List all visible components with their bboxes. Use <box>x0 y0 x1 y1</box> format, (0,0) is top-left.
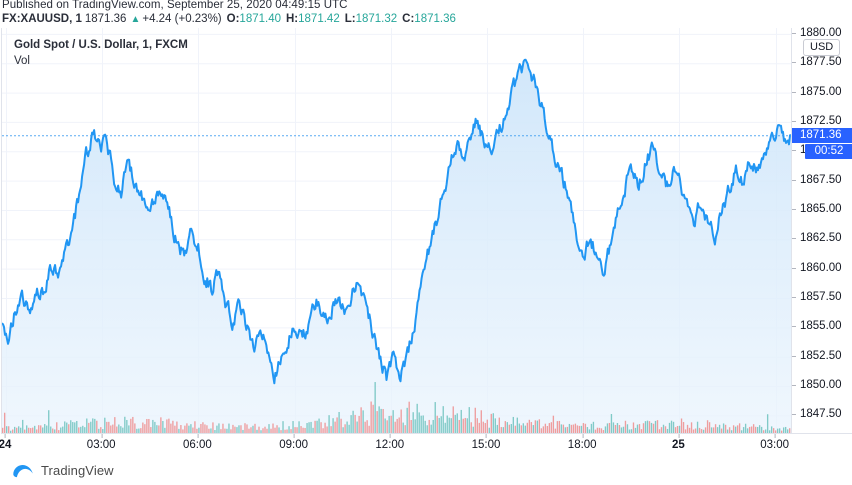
high-value: 1871.42 <box>298 13 340 25</box>
time-axis-tick: 03:00 <box>760 434 789 451</box>
price-axis-tick: 1880.00 <box>792 27 852 40</box>
bar-countdown-badge: 00:52 <box>805 144 852 160</box>
chart-plot-area[interactable] <box>2 28 792 433</box>
time-axis-tick: 09:00 <box>279 434 308 451</box>
close-key: C: <box>402 13 415 25</box>
time-axis-tick: 18:00 <box>567 434 597 451</box>
published-caption: Published on TradingView.com, September … <box>2 0 348 11</box>
triangle-up-icon: ▲ <box>130 14 141 25</box>
price-axis-tick: 1857.50 <box>792 291 852 304</box>
price-axis[interactable]: 1880.001877.501875.001872.501870.001867.… <box>791 27 852 433</box>
tradingview-wordmark: TradingView <box>41 463 114 478</box>
tradingview-branding[interactable]: TradingView <box>12 462 114 479</box>
symbol-label[interactable]: FX:XAUUSD, 1 <box>2 13 82 25</box>
current-price-badge: 1871.36 <box>792 127 852 143</box>
chart-legend-title: Gold Spot / U.S. Dollar, 1, FXCM <box>14 39 188 51</box>
time-axis-tick: 25 <box>671 434 685 451</box>
open-value: 1871.40 <box>239 13 281 25</box>
price-axis-tick: 1862.50 <box>792 232 852 245</box>
price-axis-tick: 1877.50 <box>792 56 852 69</box>
low-value: 1871.32 <box>355 13 398 25</box>
price-axis-tick: 1852.50 <box>792 350 852 363</box>
time-axis-tick: 06:00 <box>183 434 212 451</box>
currency-button[interactable]: USD <box>803 39 841 56</box>
price-axis-tick: 1872.50 <box>792 115 852 128</box>
time-axis-tick: 15:00 <box>471 434 501 451</box>
price-axis-tick: 1855.00 <box>792 320 852 333</box>
price-area-chart <box>2 28 792 433</box>
chart-pane[interactable]: Gold Spot / U.S. Dollar, 1, FXCM Vol <box>1 28 792 433</box>
close-value: 1871.36 <box>414 13 456 25</box>
open-key: O: <box>226 13 240 25</box>
time-axis[interactable]: 24 03:00 06:00 09:00 12:00 15:00 18:00 25 03:00 <box>0 433 852 456</box>
chart-footer: TradingView <box>0 456 852 485</box>
low-key: L: <box>344 13 356 25</box>
price-axis-tick: 1850.00 <box>792 379 852 392</box>
time-axis-tick: 03:00 <box>86 434 116 451</box>
time-axis-tick: 12:00 <box>375 434 405 451</box>
time-axis-tick: 24 <box>0 434 12 451</box>
price-axis-tick: 1860.00 <box>792 262 852 275</box>
volume-legend-label: Vol <box>14 55 30 67</box>
tradingview-logo-icon <box>13 465 33 478</box>
price-axis-tick: 1865.00 <box>792 203 852 216</box>
high-key: H: <box>286 13 299 25</box>
price-axis-tick: 1847.50 <box>792 408 852 421</box>
price-change-label: +4.24 (+0.23%) <box>142 13 222 25</box>
price-axis-tick: 1867.50 <box>792 174 852 187</box>
price-axis-tick: 1875.00 <box>792 86 852 99</box>
last-price-label: 1871.36 <box>84 13 127 25</box>
quote-summary: FX:XAUUSD, 1 1871.36 ▲ +4.24 (+0.23%) O:1871… <box>2 13 456 25</box>
